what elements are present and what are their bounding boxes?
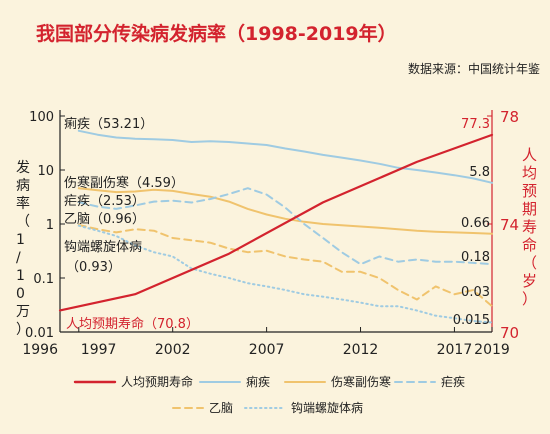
- life-expectancy-end-label: 77.3: [461, 117, 490, 132]
- legend-label: 钩端螺旋体病: [291, 400, 363, 415]
- series-end-label: 5.8: [469, 165, 490, 180]
- y-left-tick-label: 100: [29, 110, 54, 125]
- y-left-tick-label: 0.1: [33, 272, 54, 287]
- series-line-乙脑: [77, 224, 493, 308]
- x-tick-label: 1996: [22, 342, 58, 358]
- series-line-疟疾: [77, 187, 493, 266]
- y-right-tick-label: 74: [500, 216, 519, 234]
- chart-title: 我国部分传染病发病率（1998-2019年）: [36, 22, 397, 45]
- series-start-label: 乙脑（0.96）: [64, 212, 145, 227]
- life-expectancy-start-label: 人均预期寿命（70.8）: [66, 316, 199, 332]
- series-line-life-expectancy: [58, 133, 494, 312]
- y-left-tick-label: 0.01: [25, 326, 54, 341]
- series-lines: [58, 129, 494, 324]
- legend-label: 伤寒副伤寒: [331, 374, 391, 389]
- series-line-痢疾: [77, 129, 493, 184]
- legend-label: 人均预期寿命: [121, 374, 193, 389]
- series-start-label: （0.93）: [66, 260, 121, 275]
- series-end-label: 0.015: [453, 313, 490, 328]
- y-left-axis-title: 发病率（ 1/1 0 万）: [16, 160, 30, 338]
- chart-source: 数据来源：中国统计年鉴: [408, 61, 540, 76]
- x-tick-label: 2002: [155, 342, 191, 358]
- series-end-label: 0.66: [461, 216, 490, 231]
- x-tick-label: 1997: [81, 342, 117, 358]
- y-left-tick-label: 10: [37, 164, 54, 179]
- y-right-tick-label: 70: [500, 324, 519, 342]
- series-start-label: 痢疾（53.21）: [64, 116, 153, 132]
- legend-label: 痢疾: [246, 374, 270, 389]
- legend-label: 疟疾: [441, 374, 465, 389]
- series-end-label: 0.18: [461, 250, 490, 265]
- y-right-tick-label: 78: [500, 108, 519, 126]
- series-end-label: 0.03: [461, 285, 490, 300]
- x-tick-label: 2012: [343, 342, 379, 358]
- x-tick-label: 2019: [474, 342, 510, 358]
- series-start-label: 疟疾（2.53）: [64, 194, 145, 209]
- series-start-label: 伤寒副伤寒（4.59）: [64, 175, 184, 191]
- x-tick-label: 2007: [249, 342, 285, 358]
- series-labels: 痢疾（53.21） 5.8 伤寒副伤寒（4.59） 0.66 疟疾（2.53） 0.18 乙…: [64, 116, 490, 332]
- legend-label: 乙脑: [209, 401, 233, 415]
- series-line-伤寒副伤寒: [77, 187, 493, 235]
- axes: 100 10 1 0.1 0.01 78 74 70 1996 1997 2002 2007 2012 2…: [16, 108, 537, 358]
- y-right-axis-title: 人均预期寿命（岁）: [522, 146, 537, 308]
- y-left-tick-label: 1: [46, 218, 54, 233]
- series-start-label: 钩端螺旋体病: [64, 240, 142, 255]
- x-tick-label: 2017: [437, 342, 473, 358]
